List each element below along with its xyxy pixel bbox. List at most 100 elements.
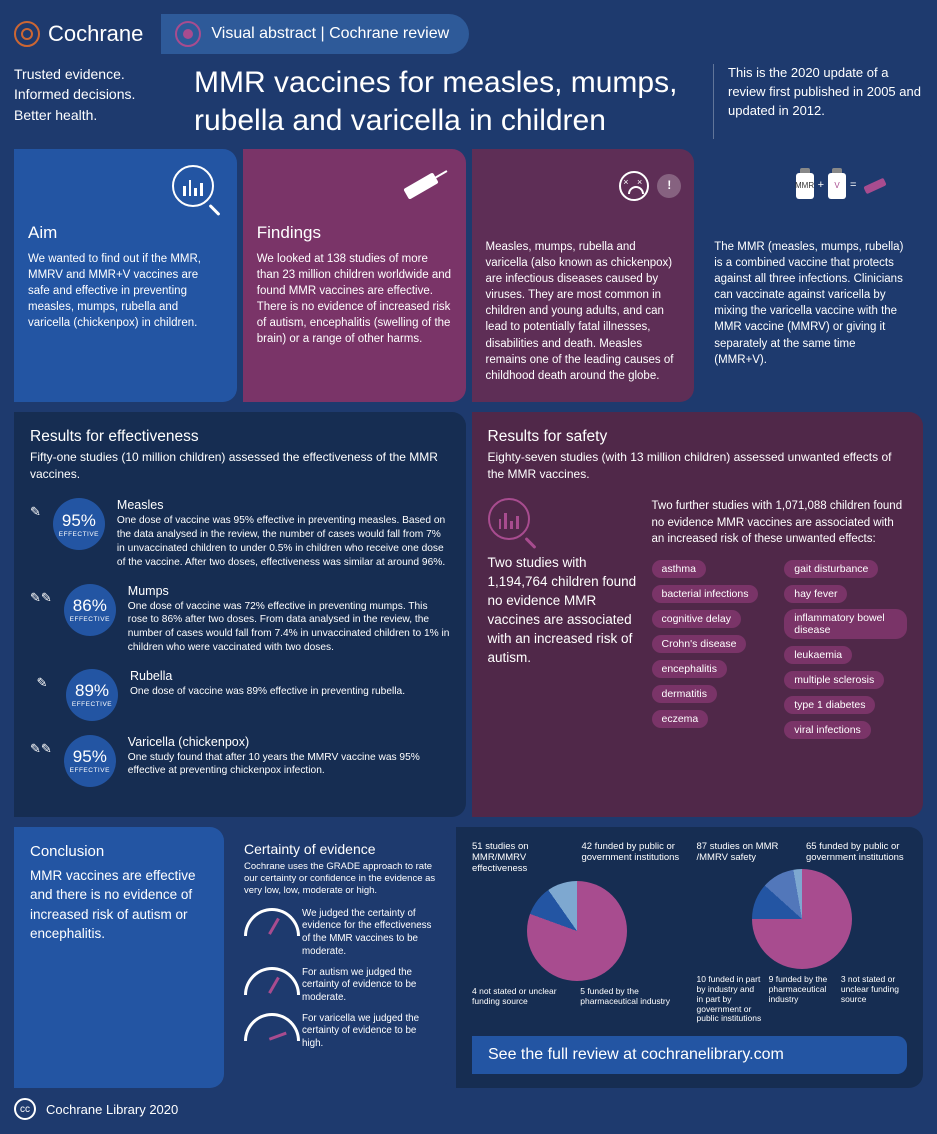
effectiveness-sub: Fifty-one studies (10 million children) … [30,449,450,483]
certainty-text: For varicella we judged the certainty of… [302,1013,436,1051]
findings-text: We looked at 138 studies of more than 23… [257,251,452,348]
safety-sub: Eighty-seven studies (with 13 million ch… [488,449,908,483]
percent-badge: 95%EFFECTIVE [53,498,105,550]
funding-label: 10 funded in part by industry and in par… [697,975,763,1024]
mmr-explain-text: The MMR (measles, mumps, rubella) is a c… [714,239,909,368]
cochrane-logo: Cochrane [14,21,143,47]
brand-name: Cochrane [48,21,143,47]
percent-badge: 86%EFFECTIVE [64,584,116,636]
tagline-line: Trusted evidence. [14,64,184,84]
certainty-panel: Certainty of evidence Cochrane uses the … [230,827,450,1089]
syringe-icon [392,161,452,211]
conclusion-heading: Conclusion [30,843,208,860]
dose-icon: ✎ [30,669,54,691]
funding-safety: 87 studies on MMR /MMRV safety 65 funded… [697,841,908,1025]
condition-pill: eczema [652,710,709,728]
safety-heading: Results for safety [488,428,908,446]
results-row: Results for effectiveness Fifty-one stud… [14,412,923,817]
gauge-icon [244,1013,294,1041]
sad-face-icon: ! [620,161,680,211]
header-row: Trusted evidence. Informed decisions. Be… [14,64,923,139]
diseases-text: Measles, mumps, rubella and varicella (a… [486,239,681,384]
effectiveness-row: ✎89%EFFECTIVERubellaOne dose of vaccine … [30,669,450,721]
tagline-line: Informed decisions. [14,84,184,104]
safety-body: Two studies with 1,194,764 children foun… [488,498,908,744]
effectiveness-text: MeaslesOne dose of vaccine was 95% effec… [117,498,450,569]
effectiveness-text: MumpsOne dose of vaccine was 72% effecti… [128,584,450,655]
certainty-text: For autism we judged the certainty of ev… [302,967,436,1005]
findings-heading: Findings [257,221,452,245]
certainty-text: We judged the certainty of evidence for … [302,908,436,959]
condition-pill: type 1 diabetes [784,696,875,714]
condition-pill: cognitive delay [652,610,741,628]
copyright-text: Cochrane Library 2020 [46,1102,178,1117]
effectiveness-heading: Results for effectiveness [30,428,450,446]
funding-head-right: 65 funded by public or government instit… [806,841,907,864]
effectiveness-row: ✎95%EFFECTIVEMeaslesOne dose of vaccine … [30,498,450,569]
funding-head-left: 51 studies on MMR/MMRV effectiveness [472,841,573,875]
eye-icon [175,21,201,47]
visual-abstract-badge: Visual abstract | Cochrane review [161,14,469,54]
funding-label: 5 funded by the pharmaceutical industry [580,987,682,1007]
findings-panel: Findings We looked at 138 studies of mor… [243,149,466,402]
dose-icon: ✎✎ [30,735,52,757]
condition-pill: Crohn's disease [652,635,747,653]
certainty-row: For autism we judged the certainty of ev… [244,967,436,1005]
gauge-icon [244,908,294,936]
aim-panel: Aim We wanted to find out if the MMR, MM… [14,149,237,402]
update-note: This is the 2020 update of a review firs… [713,64,923,139]
footer: cc Cochrane Library 2020 [14,1098,923,1120]
full-review-link[interactable]: See the full review at cochranelibrary.c… [472,1036,907,1074]
funding-label: 9 funded by the pharmaceutical industry [769,975,835,1024]
funding-label: 3 not stated or unclear funding source [841,975,907,1024]
tagline: Trusted evidence. Informed decisions. Be… [14,64,184,139]
effectiveness-row: ✎✎ 95%EFFECTIVE Varicella (chickenpox)One … [30,735,450,787]
condition-pill: viral infections [784,721,871,739]
effectiveness-text: Varicella (chickenpox)One study found th… [128,735,450,779]
bottom-row: Conclusion MMR vaccines are effective an… [14,827,923,1089]
condition-pill: gait disturbance [784,560,878,578]
condition-pill: inflammatory bowel disease [784,609,907,639]
vial-v-icon: V [828,173,846,199]
certainty-sub: Cochrane uses the GRADE approach to rate… [244,861,436,898]
safety-autism-text: Two studies with 1,194,764 children foun… [488,554,638,667]
mmr-explain-panel: MMR + V = The MMR (measles, mumps, rubel… [700,149,923,402]
percent-badge: 95%EFFECTIVE [64,735,116,787]
aim-heading: Aim [28,221,223,245]
condition-pill: bacterial infections [652,585,759,603]
infographic-page: Cochrane Visual abstract | Cochrane revi… [0,0,937,1134]
funding-head-right: 42 funded by public or government instit… [581,841,682,875]
certainty-row: For varicella we judged the certainty of… [244,1013,436,1051]
certainty-heading: Certainty of evidence [244,841,436,857]
tagline-line: Better health. [14,105,184,125]
dose-icon: ✎✎ [30,584,52,606]
condition-pill: multiple sclerosis [784,671,884,689]
pills-grid: asthma bacterial infections cognitive dela… [652,559,908,745]
safety-header: Results for safety Eighty-seven studies … [488,428,908,483]
aim-text: We wanted to find out if the MMR, MMRV a… [28,251,223,331]
intro-panels: Aim We wanted to find out if the MMR, MM… [14,149,923,402]
certainty-row: We judged the certainty of evidence for … [244,908,436,959]
top-bar: Cochrane Visual abstract | Cochrane revi… [14,14,923,54]
effectiveness-header: Results for effectiveness Fifty-one stud… [30,428,450,483]
effectiveness-text: RubellaOne dose of vaccine was 89% effec… [130,669,405,699]
condition-pill: hay fever [784,585,847,603]
pie-chart-icon [752,869,852,969]
condition-pill: asthma [652,560,706,578]
effectiveness-panel: Results for effectiveness Fifty-one stud… [14,412,466,817]
pie-chart-icon [527,881,627,981]
vials-equation-icon: MMR + V = [779,161,909,211]
safety-panel: Results for safety Eighty-seven studies … [472,412,924,817]
condition-pill: dermatitis [652,685,718,703]
safety-intro-text: Two further studies with 1,071,088 child… [652,498,908,546]
syringe-small-icon [860,178,892,194]
condition-pill: encephalitis [652,660,727,678]
funding-effectiveness: 51 studies on MMR/MMRV effectiveness 42 … [472,841,683,1025]
funding-panel: 51 studies on MMR/MMRV effectiveness 42 … [456,827,923,1089]
gauge-icon [244,967,294,995]
condition-pill: leukaemia [784,646,852,664]
funding-head-left: 87 studies on MMR /MMRV safety [697,841,798,864]
magnifier-chart-icon [488,498,530,540]
conclusion-text: MMR vaccines are effective and there is … [30,866,208,944]
visual-abstract-label: Visual abstract | Cochrane review [211,25,449,43]
